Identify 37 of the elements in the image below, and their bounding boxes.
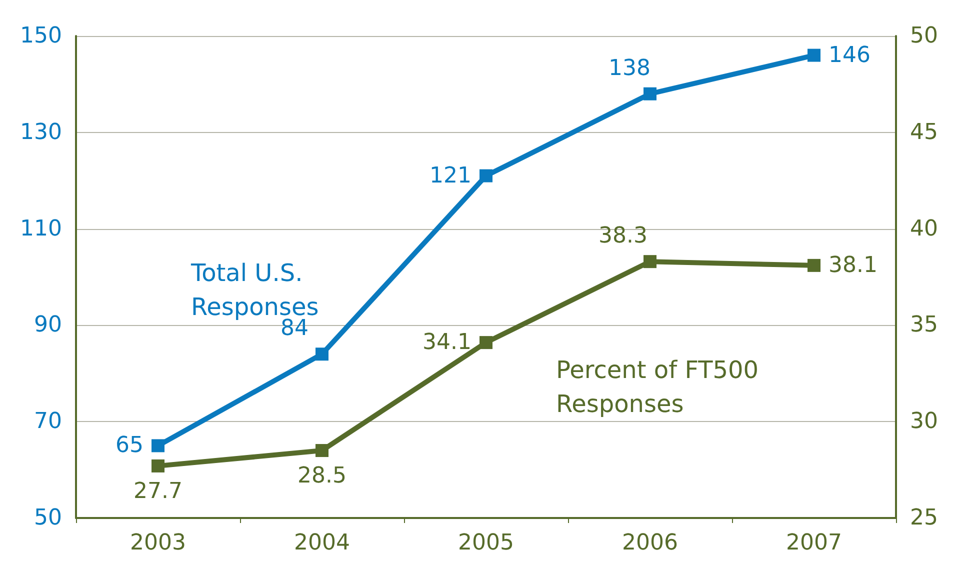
data-label: 138 bbox=[608, 56, 650, 81]
point bbox=[808, 258, 820, 272]
y-tick-label: 110 bbox=[20, 216, 62, 242]
y2-tick-label: 30 bbox=[910, 409, 938, 434]
y-tick-label: 70 bbox=[34, 409, 62, 434]
point bbox=[480, 169, 492, 182]
x-tick-label: 2007 bbox=[786, 530, 842, 556]
point bbox=[316, 444, 328, 458]
x-tick-label: 2005 bbox=[458, 530, 514, 556]
point bbox=[808, 48, 820, 62]
data-label: 28.5 bbox=[298, 464, 346, 489]
point bbox=[480, 336, 492, 350]
y2-tick-label: 45 bbox=[910, 120, 938, 145]
y-tick-label: 90 bbox=[34, 312, 62, 338]
data-label: 27.7 bbox=[134, 478, 182, 504]
x-tick-label: 2003 bbox=[130, 530, 186, 556]
y-tick-label: 50 bbox=[34, 506, 62, 530]
data-label: 65 bbox=[116, 433, 144, 458]
y2-tick-label: 35 bbox=[910, 312, 938, 338]
x-tick-label: 2004 bbox=[294, 530, 350, 556]
y-tick-label: 150 bbox=[20, 24, 62, 48]
y2-tick-label: 50 bbox=[910, 24, 938, 48]
data-label: 121 bbox=[430, 163, 472, 188]
data-label: 38.1 bbox=[828, 252, 878, 278]
x-tick-label: 2006 bbox=[622, 530, 678, 556]
point bbox=[644, 87, 656, 100]
y-tick-label: 130 bbox=[20, 120, 62, 145]
point bbox=[316, 348, 328, 361]
data-label: 34.1 bbox=[422, 330, 472, 356]
data-label: 146 bbox=[828, 42, 870, 68]
y2-tick-label: 40 bbox=[910, 216, 938, 242]
point bbox=[152, 459, 164, 472]
y2-tick-label: 25 bbox=[910, 506, 938, 530]
series-label: Percent of FT500 Responses bbox=[556, 356, 759, 418]
data-label: 38.3 bbox=[598, 224, 648, 249]
point bbox=[644, 255, 656, 268]
point bbox=[152, 439, 164, 452]
